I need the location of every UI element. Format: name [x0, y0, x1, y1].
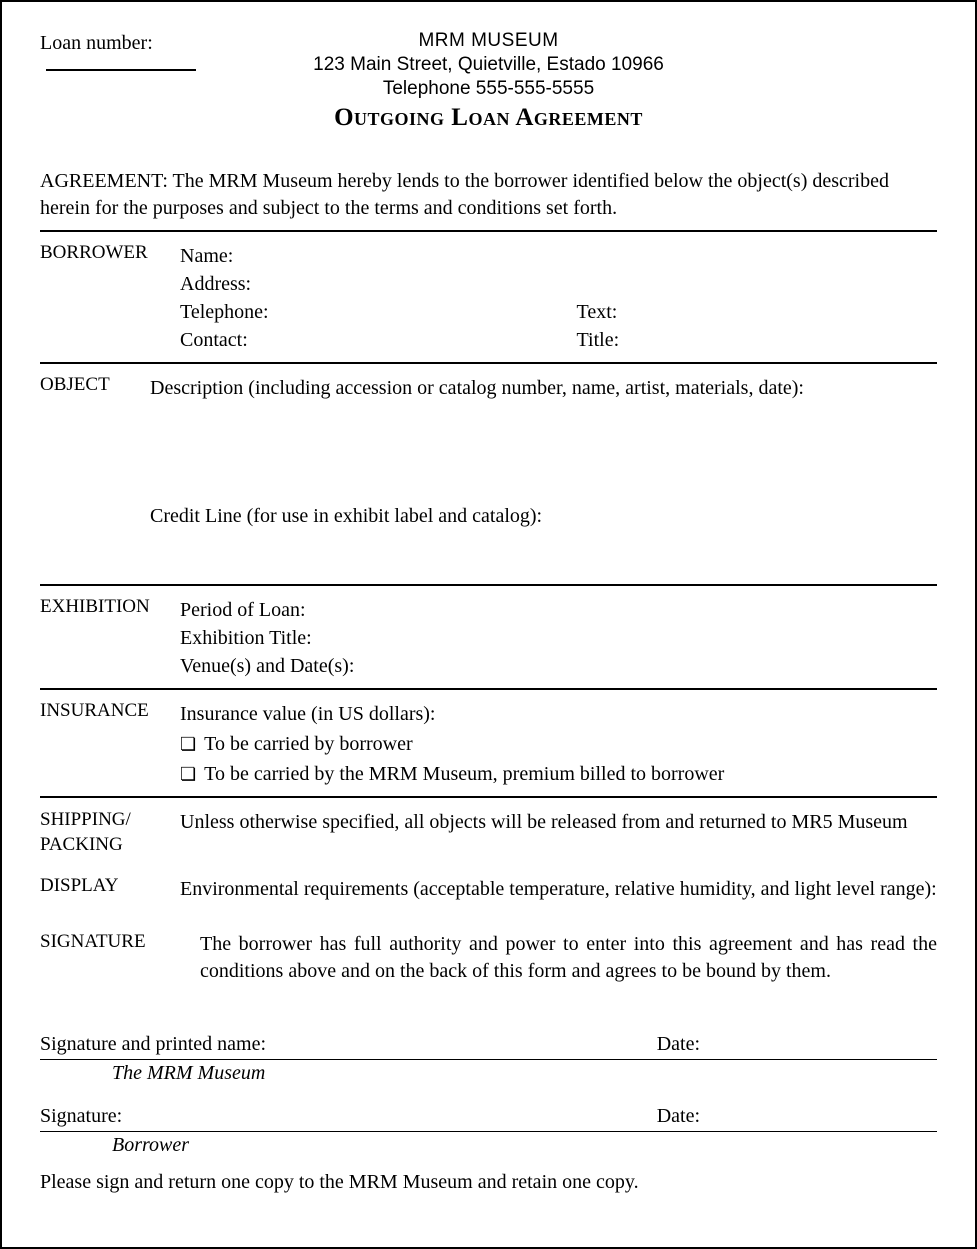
borrower-address: Address:	[180, 270, 937, 298]
sig-row-museum: Signature and printed name: Date:	[40, 1033, 937, 1056]
borrower-section: BORROWER Name: Address: Telephone: Text:…	[40, 232, 937, 354]
shipping-section: SHIPPING/ PACKING Unless otherwise speci…	[40, 798, 937, 857]
borrower-label: BORROWER	[40, 242, 180, 354]
borrower-content: Name: Address: Telephone: Text: Contact:…	[180, 242, 937, 354]
signature-label-short: Signature:	[40, 1105, 657, 1128]
insurance-option-1[interactable]: ❏ To be carried by borrower	[180, 730, 937, 758]
sig-name-label: Signature and printed name:	[40, 1033, 657, 1056]
display-text: Environmental requirements (acceptable t…	[180, 875, 937, 903]
signature-block: Signature and printed name: Date: The MR…	[40, 1033, 937, 1157]
loan-number-fill-line[interactable]	[46, 69, 196, 71]
loan-number-block: Loan number:	[40, 30, 240, 71]
exhibition-period: Period of Loan:	[180, 596, 937, 624]
agreement-text: AGREEMENT: The MRM Museum hereby lends t…	[40, 168, 937, 222]
insurance-section: INSURANCE Insurance value (in US dollars…	[40, 690, 937, 788]
insurance-content: Insurance value (in US dollars): ❏ To be…	[180, 700, 937, 788]
borrower-text: Text:	[577, 298, 937, 326]
header-row: Loan number: MRM MUSEUM 123 Main Street,…	[40, 30, 937, 132]
museum-phone: Telephone 555-555-5555	[240, 78, 737, 100]
signature-line-museum[interactable]	[40, 1059, 937, 1060]
date-label-2: Date:	[657, 1105, 937, 1128]
signature-label: SIGNATURE	[40, 931, 200, 985]
object-credit-line: Credit Line (for use in exhibit label an…	[150, 502, 937, 530]
borrower-role: Borrower	[112, 1134, 937, 1157]
document-title: Outgoing Loan Agreement	[240, 104, 737, 132]
sig-row-borrower: Signature: Date:	[40, 1105, 937, 1128]
exhibition-content: Period of Loan: Exhibition Title: Venue(…	[180, 596, 937, 680]
object-content: Description (including accession or cata…	[150, 374, 937, 530]
display-label: DISPLAY	[40, 875, 180, 903]
museum-address: 123 Main Street, Quietville, Estado 1096…	[240, 54, 737, 76]
insurance-label: INSURANCE	[40, 700, 180, 788]
page-container: Loan number: MRM MUSEUM 123 Main Street,…	[0, 0, 977, 1249]
insurance-value: Insurance value (in US dollars):	[180, 700, 937, 728]
header-center: MRM MUSEUM 123 Main Street, Quietville, …	[240, 30, 737, 132]
object-label: OBJECT	[40, 374, 150, 530]
insurance-option-2[interactable]: ❏ To be carried by the MRM Museum, premi…	[180, 760, 937, 788]
date-label: Date:	[657, 1033, 937, 1056]
borrower-contact: Contact:	[180, 326, 577, 354]
display-section: DISPLAY Environmental requirements (acce…	[40, 857, 937, 903]
museum-name: MRM MUSEUM	[240, 30, 737, 52]
borrower-telephone: Telephone:	[180, 298, 577, 326]
signature-text: The borrower has full authority and powe…	[200, 931, 937, 985]
insurance-opt2-label: To be carried by the MRM Museum, premium…	[204, 760, 724, 788]
object-description: Description (including accession or cata…	[150, 374, 937, 402]
object-section: OBJECT Description (including accession …	[40, 364, 937, 530]
footer-text: Please sign and return one copy to the M…	[40, 1171, 937, 1194]
exhibition-title: Exhibition Title:	[180, 624, 937, 652]
borrower-title: Title:	[577, 326, 937, 354]
borrower-name: Name:	[180, 242, 937, 270]
shipping-label: SHIPPING/ PACKING	[40, 808, 180, 857]
exhibition-venues: Venue(s) and Date(s):	[180, 652, 937, 680]
loan-number-label: Loan number:	[40, 32, 240, 55]
insurance-opt1-label: To be carried by borrower	[204, 730, 413, 758]
shipping-text: Unless otherwise specified, all objects …	[180, 808, 937, 857]
signature-line-borrower[interactable]	[40, 1131, 937, 1132]
museum-role: The MRM Museum	[112, 1062, 937, 1085]
signature-section: SIGNATURE The borrower has full authorit…	[40, 903, 937, 985]
exhibition-section: EXHIBITION Period of Loan: Exhibition Ti…	[40, 586, 937, 680]
exhibition-label: EXHIBITION	[40, 596, 180, 680]
checkbox-icon: ❏	[180, 735, 196, 753]
checkbox-icon: ❏	[180, 765, 196, 783]
